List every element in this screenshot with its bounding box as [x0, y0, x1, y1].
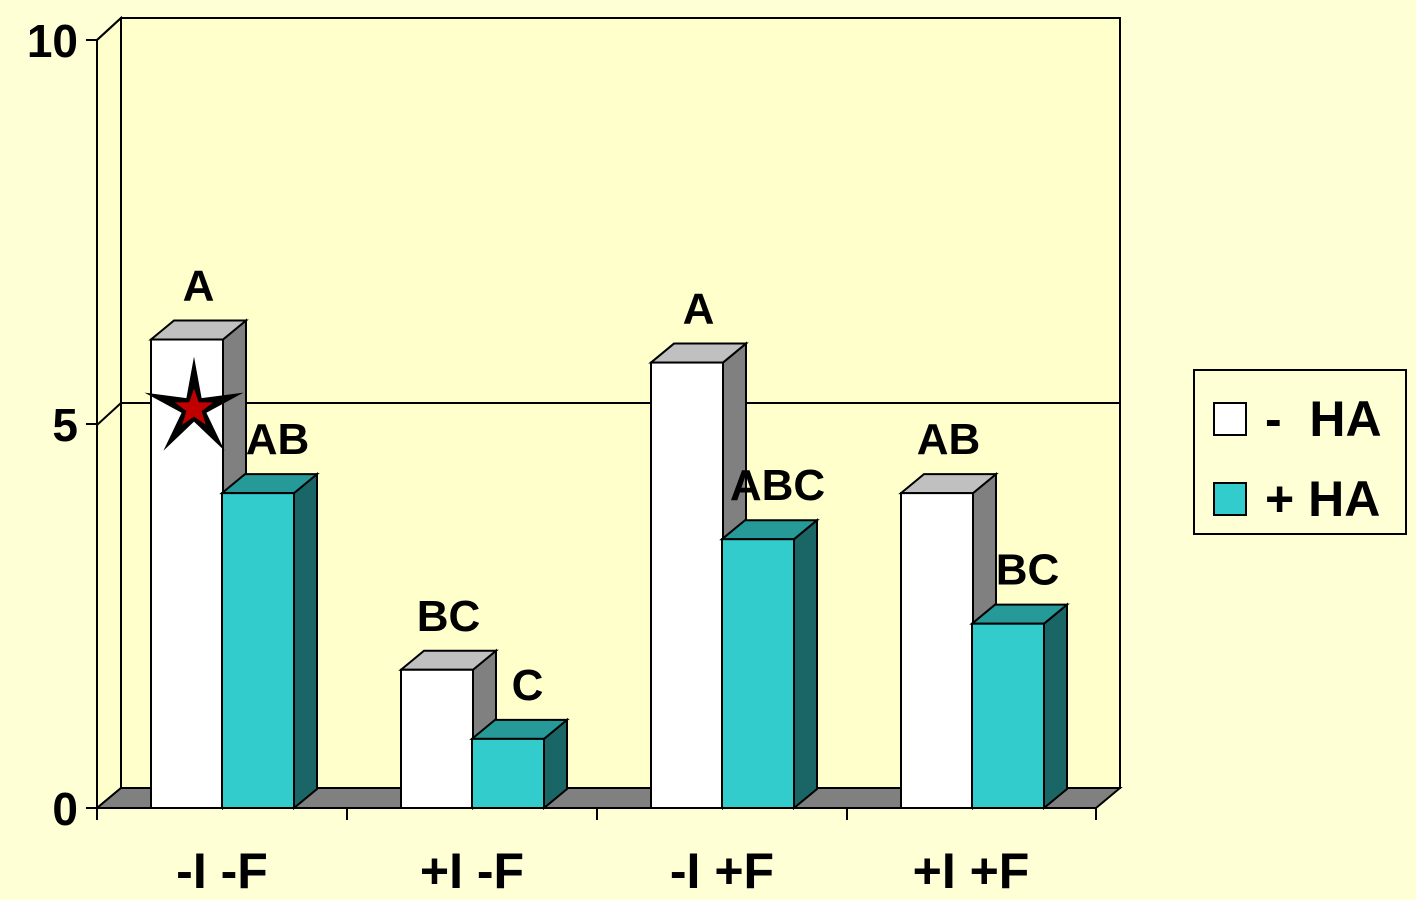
bar [971, 622, 1045, 809]
x-category-label: -I -F [176, 843, 268, 899]
bar-group [969, 602, 1070, 811]
star-icon [144, 356, 244, 451]
gridline-10-side [96, 17, 122, 41]
bar [471, 737, 545, 810]
star-icon-inner [175, 388, 213, 425]
bar [721, 538, 795, 809]
bar [400, 668, 474, 810]
y-tick-label-10: 10 [27, 15, 78, 67]
bar-group [469, 717, 570, 811]
legend-label-minus-ha: - HA [1265, 391, 1382, 447]
legend-item-plus-ha: + HA [1213, 474, 1380, 524]
legend-label-plus-ha: + HA [1265, 471, 1381, 527]
y-tick-label-0: 0 [52, 783, 78, 835]
bar-data-label: A [683, 285, 715, 334]
legend-item-minus-ha: - HA [1213, 394, 1382, 444]
legend: - HA + HA [1193, 369, 1407, 535]
bar-data-label: ABC [730, 461, 825, 510]
bars-layer: A AB BC C A ABC AB BC [144, 262, 1070, 811]
bar-data-label: AB [917, 415, 981, 464]
gridline-5-side [96, 402, 122, 426]
x-category-label: +I -F [420, 843, 524, 899]
bar-data-label: C [512, 661, 544, 710]
x-category-label: +I +F [913, 843, 1030, 899]
bar [221, 492, 295, 809]
legend-swatch-plus-ha [1213, 482, 1247, 516]
bar-group [898, 471, 999, 811]
bar-group [719, 518, 820, 811]
bar-data-label: AB [246, 415, 310, 464]
bar-data-label: A [183, 262, 215, 311]
legend-swatch-minus-ha [1213, 402, 1247, 436]
bar-data-label: BC [996, 546, 1060, 595]
x-category-label: -I +F [670, 843, 774, 899]
bar-group [219, 471, 320, 811]
bar-side [293, 471, 318, 811]
bar-data-label: BC [417, 592, 481, 641]
bar-side [793, 518, 818, 811]
bar-side [1043, 602, 1068, 811]
y-tick-label-5: 5 [52, 399, 78, 451]
bar [900, 492, 974, 809]
bar [650, 361, 724, 809]
